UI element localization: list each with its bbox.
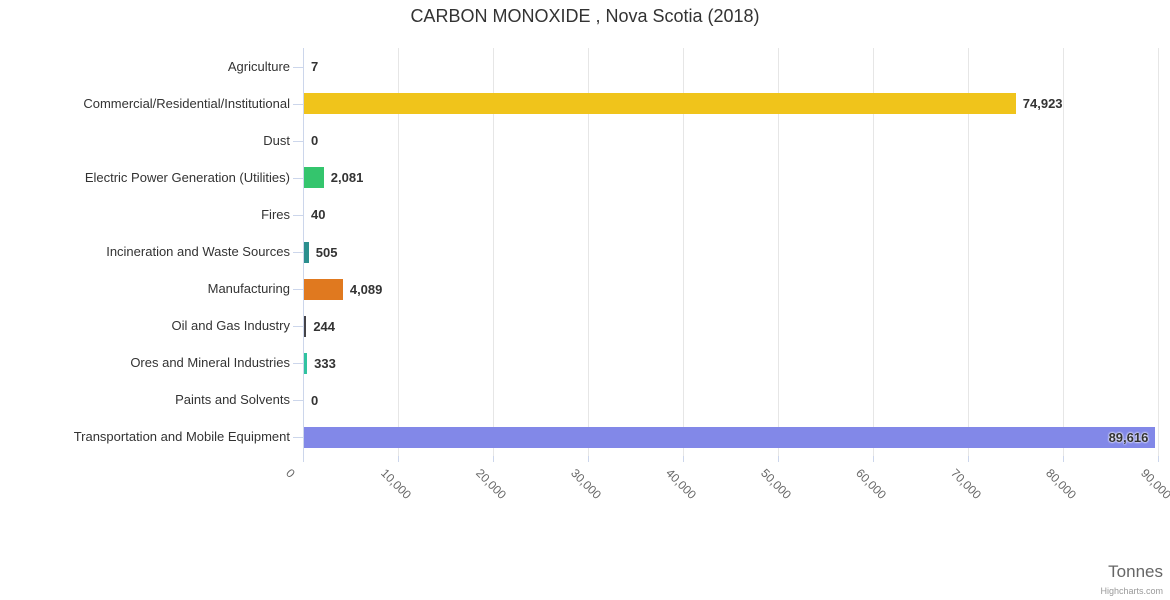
x-axis-tick-label: 60,000: [853, 466, 889, 502]
category-label: Manufacturing: [207, 281, 290, 297]
x-axis-tick-label: 0: [283, 466, 298, 481]
data-bar[interactable]: [304, 93, 1016, 115]
y-axis-tick: [293, 140, 303, 142]
x-axis-tick: [873, 456, 874, 462]
category-label: Dust: [263, 132, 290, 148]
category-label: Electric Power Generation (Utilities): [84, 169, 290, 185]
y-axis-tick: [293, 363, 303, 365]
x-gridline: [778, 48, 779, 456]
y-axis-tick: [293, 400, 303, 402]
data-label: 0: [311, 392, 319, 408]
y-axis-tick: [293, 214, 303, 216]
data-label: 40: [311, 207, 326, 223]
y-axis-tick: [293, 103, 303, 105]
x-axis-tick: [1063, 456, 1064, 462]
y-axis-tick: [293, 437, 303, 439]
x-axis-tick-label: 30,000: [568, 466, 604, 502]
category-label: Incineration and Waste Sources: [106, 244, 290, 259]
data-bar[interactable]: [304, 241, 309, 263]
x-axis-tick: [303, 456, 304, 462]
x-gridline: [1063, 48, 1064, 456]
data-label: 74,923: [1022, 96, 1063, 112]
data-bar[interactable]: [304, 352, 308, 374]
highcharts-credit-link[interactable]: Highcharts.com: [1100, 586, 1163, 596]
x-axis-tick-label: 70,000: [948, 466, 984, 502]
x-gridline: [493, 48, 494, 456]
data-label: 333: [314, 355, 336, 371]
data-bar[interactable]: [304, 278, 343, 300]
y-axis-tick: [293, 66, 303, 68]
x-axis-tick-label: 40,000: [663, 466, 699, 502]
x-axis-tick: [398, 456, 399, 462]
category-label: Agriculture: [227, 58, 290, 74]
category-label: Transportation and Mobile Equipment: [73, 429, 290, 445]
x-axis-tick: [1158, 456, 1159, 462]
x-axis-tick-label: 50,000: [758, 466, 794, 502]
x-axis-tick: [683, 456, 684, 462]
chart-title: CARBON MONOXIDE , Nova Scotia (2018): [410, 6, 760, 26]
category-label: Commercial/Residential/Institutional: [83, 95, 290, 111]
y-axis-tick: [293, 326, 303, 328]
data-label: 244: [313, 318, 336, 334]
data-bar[interactable]: [304, 167, 324, 189]
y-axis-line: [303, 48, 304, 456]
x-axis-tick: [778, 456, 779, 462]
data-label: 505: [315, 244, 338, 260]
data-bar[interactable]: [304, 315, 307, 337]
category-label: Paints and Solvents: [175, 392, 290, 408]
x-axis-tick: [588, 456, 589, 462]
x-gridline: [968, 48, 969, 456]
y-axis-tick: [293, 252, 303, 253]
x-axis-tick-label: 80,000: [1043, 466, 1079, 502]
x-axis-tick-label: 90,000: [1138, 466, 1170, 502]
data-label: 0: [311, 133, 319, 149]
data-label: 2,081: [330, 170, 364, 186]
x-gridline: [683, 48, 684, 456]
data-bar[interactable]: [304, 426, 1156, 448]
x-gridline: [588, 48, 589, 456]
x-axis-tick: [493, 456, 494, 462]
category-label: Oil and Gas Industry: [171, 318, 291, 334]
data-label: 89,616: [1108, 429, 1149, 445]
x-gridline: [873, 48, 874, 456]
x-axis-tick-label: 20,000: [473, 466, 509, 502]
x-axis-tick: [968, 456, 969, 462]
y-axis-tick: [293, 177, 303, 179]
x-axis-title: Tonnes: [1108, 562, 1163, 581]
data-label: 4,089: [349, 281, 383, 297]
category-label: Fires: [261, 206, 290, 222]
data-label: 7: [311, 59, 319, 75]
y-axis-tick: [293, 289, 303, 291]
x-axis-tick-label: 10,000: [378, 466, 414, 502]
x-gridline: [1158, 48, 1159, 456]
category-label: Ores and Mineral Industries: [130, 355, 290, 371]
x-gridline: [398, 48, 399, 456]
